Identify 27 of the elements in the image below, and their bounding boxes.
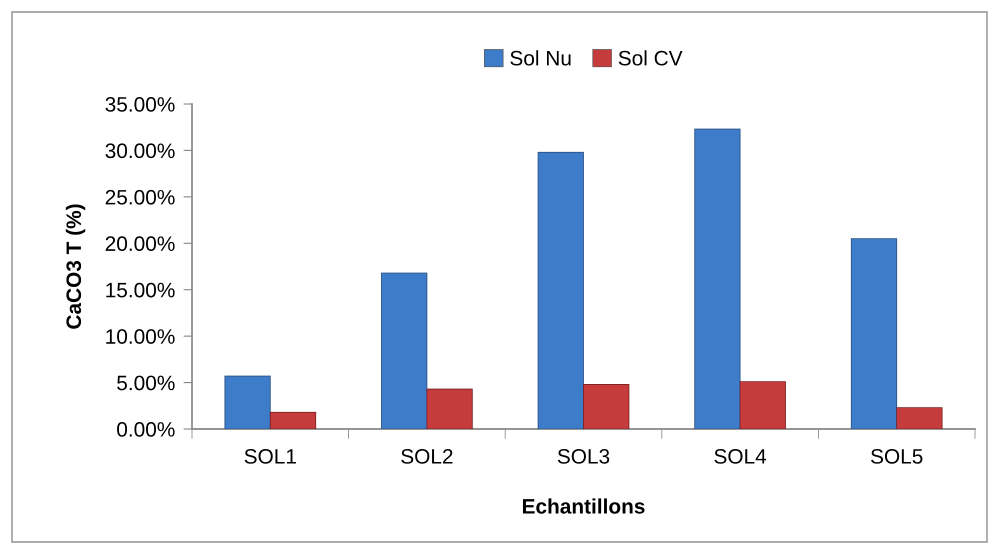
x-axis-title: Echantillons [522,498,645,514]
y-tick-label: 0.00% [117,422,175,437]
y-tick-label: 5.00% [117,376,175,390]
bar [381,272,428,429]
y-axis-title: CaCO3 T (%) [66,204,86,329]
x-tick-label: SOL4 [714,448,766,464]
bar [740,381,786,429]
legend-label: Sol Nu [510,50,571,66]
x-tick-label: SOL3 [558,448,610,464]
y-tick-label: 10.00% [106,329,175,344]
bar [583,384,630,429]
x-tick-label: SOL2 [401,448,452,464]
bar [270,412,316,429]
bar [538,152,584,429]
x-tick-label: SOL1 [244,448,296,464]
bar [426,388,473,429]
y-tick-label: 25.00% [106,190,175,205]
y-tick-label: 20.00% [106,236,175,252]
legend-label: Sol CV [618,50,683,66]
x-tick-label: SOL5 [871,448,922,464]
bar [224,376,271,429]
y-tick-label: 30.00% [105,143,175,158]
bar [896,407,943,429]
y-tick-label: 35.00% [105,97,175,112]
y-tick-label: 15.00% [106,282,175,298]
bar [694,128,741,429]
bar [850,238,898,429]
